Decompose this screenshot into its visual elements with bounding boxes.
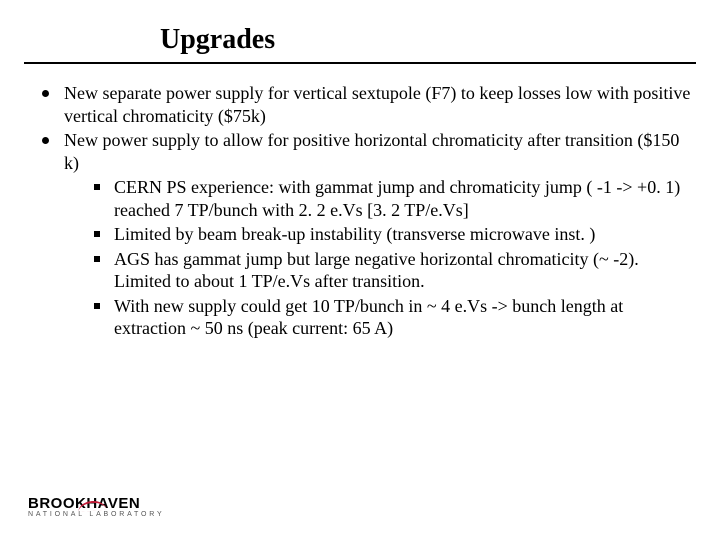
sub-bullet-text: Limited by beam break-up instability (tr…	[114, 224, 595, 244]
list-item: CERN PS experience: with gammat jump and…	[92, 176, 692, 221]
sub-bullet-text: CERN PS experience: with gammat jump and…	[114, 177, 680, 220]
sub-bullet-list: CERN PS experience: with gammat jump and…	[92, 176, 692, 340]
brookhaven-logo: BROOKHAVEN NATIONAL LABORATORY	[28, 495, 168, 518]
sub-bullet-text: AGS has gammat jump but large negative h…	[114, 249, 639, 292]
list-item: AGS has gammat jump but large negative h…	[92, 248, 692, 293]
content-area: New separate power supply for vertical s…	[0, 64, 720, 340]
list-item: With new supply could get 10 TP/bunch in…	[92, 295, 692, 340]
page-title: Upgrades	[160, 24, 720, 56]
bullet-text: New separate power supply for vertical s…	[64, 83, 690, 126]
list-item: New separate power supply for vertical s…	[40, 82, 692, 127]
sub-bullet-text: With new supply could get 10 TP/bunch in…	[114, 296, 623, 339]
list-item: Limited by beam break-up instability (tr…	[92, 223, 692, 246]
list-item: New power supply to allow for positive h…	[40, 129, 692, 340]
bullet-text: New power supply to allow for positive h…	[64, 130, 679, 173]
bullet-list: New separate power supply for vertical s…	[40, 82, 692, 340]
logo-sub-text: NATIONAL LABORATORY	[28, 511, 168, 518]
